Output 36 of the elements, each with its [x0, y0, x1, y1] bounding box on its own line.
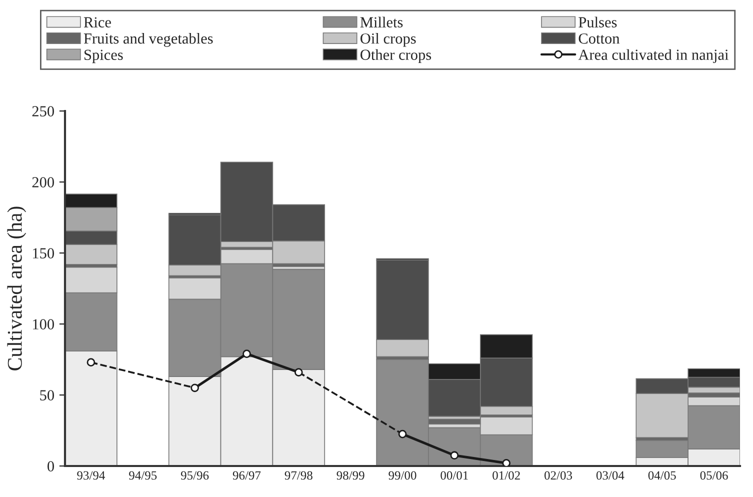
legend-label: Pulses — [578, 16, 617, 28]
y-tick-label: 0 — [48, 461, 54, 472]
point — [294, 368, 303, 376]
x-tick-label: 02/03 — [544, 471, 572, 480]
x-tick-label: 97/98 — [284, 471, 312, 480]
x-tick-label: 95/96 — [180, 471, 209, 480]
y-tick-label: 100 — [33, 319, 54, 330]
y-tick-label: 150 — [33, 248, 54, 258]
x-tick-label: 98/99 — [336, 471, 364, 480]
x-tick-label: 05/06 — [700, 471, 728, 480]
y-tick-label: 50 — [40, 390, 54, 400]
legend-label: Area cultivated in nanjai — [578, 49, 728, 64]
point — [502, 458, 511, 466]
legend-label: Cotton — [578, 33, 620, 44]
y-tick-label: 250 — [32, 106, 54, 116]
point — [398, 430, 407, 438]
point — [86, 358, 96, 367]
legend-label: Other crops — [360, 49, 432, 64]
x-tick-label: 96/97 — [232, 471, 261, 480]
legend-label: Millets — [360, 16, 403, 28]
x-tick-label: 93/94 — [77, 471, 106, 480]
legend-label: Rice — [84, 17, 111, 28]
x-tick-label: 04/05 — [648, 471, 676, 480]
point — [190, 384, 199, 392]
x-tick-label: 94/95 — [129, 471, 157, 480]
x-tick-label: 00/01 — [440, 471, 468, 480]
x-tick-label: 01/02 — [492, 471, 520, 480]
point — [450, 451, 459, 460]
point — [242, 350, 251, 358]
x-tick-label: 99/00 — [388, 471, 416, 480]
legend-label: Oil crops — [360, 32, 416, 47]
y-axis-title: Cultivated area (ha) — [7, 206, 26, 370]
x-tick-label: 03/04 — [596, 471, 624, 480]
legend-label: Spices — [84, 50, 123, 64]
y-tick-label: 200 — [32, 177, 54, 188]
legend-label: Fruits and vegetables — [84, 32, 213, 47]
